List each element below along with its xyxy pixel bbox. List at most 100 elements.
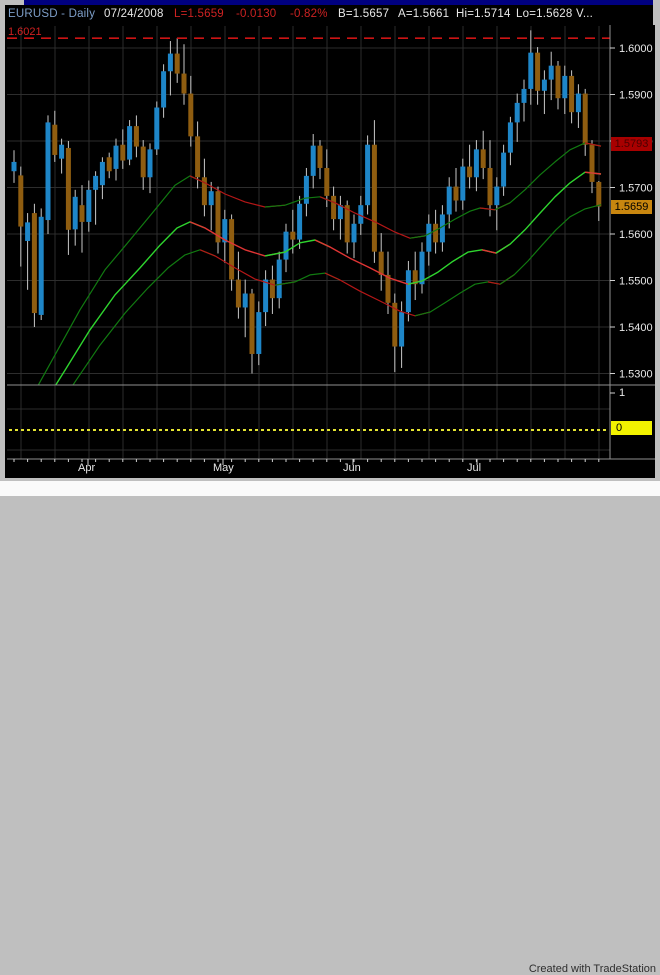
candle-body [161, 71, 167, 108]
moving-average-middle [54, 221, 206, 385]
candle-body [392, 302, 398, 347]
candle-body [297, 203, 303, 240]
candle-body [18, 175, 24, 227]
candle-body [501, 152, 507, 187]
moving-average-upper [494, 142, 602, 211]
candle-body [453, 186, 459, 201]
candle-body [195, 136, 201, 178]
candle-body [25, 222, 31, 241]
price-axis-label: 1.5500 [619, 276, 653, 288]
candle-body [93, 175, 99, 190]
main-price-panel[interactable] [7, 26, 610, 420]
indicator-zero-axis-marker: 0 [611, 421, 652, 435]
candle-body [208, 191, 214, 206]
candle-body [399, 312, 405, 347]
candle-body [113, 145, 119, 169]
moving-average-middle [495, 171, 602, 254]
candle-body [371, 144, 377, 252]
window-bottom-band: Created with TradeStation [0, 481, 660, 975]
x-axis-month-label: May [213, 462, 234, 474]
candle-body [256, 312, 262, 354]
net-change-label: -0.0130 [236, 8, 277, 20]
symbol-label: EURUSD - Daily [8, 8, 96, 20]
candle-body [480, 149, 486, 168]
candle-body [167, 53, 173, 72]
x-axis-month-label: Apr [78, 462, 96, 474]
candle-body [589, 144, 595, 182]
candle-body [378, 251, 384, 275]
candle-body [494, 186, 500, 206]
candle-body [201, 177, 207, 206]
price-axis-label: 1.5600 [619, 229, 653, 241]
candle-body [31, 213, 37, 314]
price-axis-label: 1.5700 [619, 183, 653, 195]
session-low-label: Lo=1.5628 [516, 8, 573, 20]
candle-body [317, 145, 323, 168]
trendline-price-label: 1.6021 [8, 26, 42, 38]
candle-body [276, 259, 282, 299]
window-titlebar-strip [24, 0, 653, 5]
quote-bar: EURUSD - Daily 07/24/2008 L=1.5659 -0.01… [5, 5, 653, 25]
candle-body [596, 181, 602, 207]
candle-body [473, 149, 479, 178]
moving-average-middle [584, 171, 602, 175]
candle-body [140, 146, 146, 178]
candle-body [324, 167, 330, 196]
ma-value-axis-marker: 1.5793 [611, 137, 652, 151]
candle-body [290, 231, 296, 240]
candle-body [45, 122, 51, 221]
candle-body [310, 145, 316, 176]
candle-body [582, 93, 588, 145]
candle-body [242, 293, 248, 308]
moving-average-lower [499, 204, 602, 285]
candle-body [337, 205, 343, 220]
candle-body [358, 205, 364, 224]
price-chart-canvas[interactable]: 1.60001.59001.58001.57001.56001.55001.54… [5, 25, 655, 478]
candle-body [487, 167, 493, 206]
candle-body [235, 279, 241, 308]
candle-body [52, 124, 58, 155]
candle-body [439, 214, 445, 243]
date-label: 07/24/2008 [104, 8, 164, 20]
moving-average-lower [72, 249, 216, 385]
session-high-label: Hi=1.5714 [456, 8, 511, 20]
candle-body [521, 88, 527, 103]
candle-body [419, 251, 425, 285]
x-axis-month-label: Jul [467, 462, 482, 474]
candle-body [303, 175, 309, 204]
candle-body [405, 270, 411, 313]
candle-body [263, 279, 269, 313]
candle-body [426, 223, 432, 252]
last-price-label: L=1.5659 [174, 8, 224, 20]
price-axis-label: 1.6000 [619, 43, 653, 55]
candle-body [528, 52, 534, 89]
candle-body [460, 166, 466, 201]
candle-body [174, 53, 180, 74]
ask-label: A=1.5661 [398, 8, 450, 20]
candle-body [181, 73, 187, 94]
candle-body [147, 149, 153, 178]
volume-label: V... [576, 8, 593, 20]
candle-body [59, 144, 65, 159]
subpanel-tick-label: 1 [619, 387, 626, 399]
candle-body [555, 65, 561, 99]
price-axis-label: 1.5400 [619, 322, 653, 334]
candle-body [99, 161, 105, 186]
moving-average-upper [37, 175, 206, 385]
candle-body [120, 144, 126, 161]
candle-body [535, 52, 541, 91]
candle-body [562, 75, 568, 99]
candle-body [433, 223, 439, 243]
candle-body [249, 293, 255, 354]
candle-body [269, 279, 275, 299]
candle-body [365, 144, 371, 206]
candle-body [154, 107, 160, 150]
candle-body [11, 161, 17, 172]
candle-body [222, 219, 228, 243]
candle-body [575, 93, 581, 113]
candle-body [229, 219, 235, 280]
candle-body [86, 189, 92, 222]
candle-body [569, 75, 575, 113]
candle-body [344, 205, 350, 243]
